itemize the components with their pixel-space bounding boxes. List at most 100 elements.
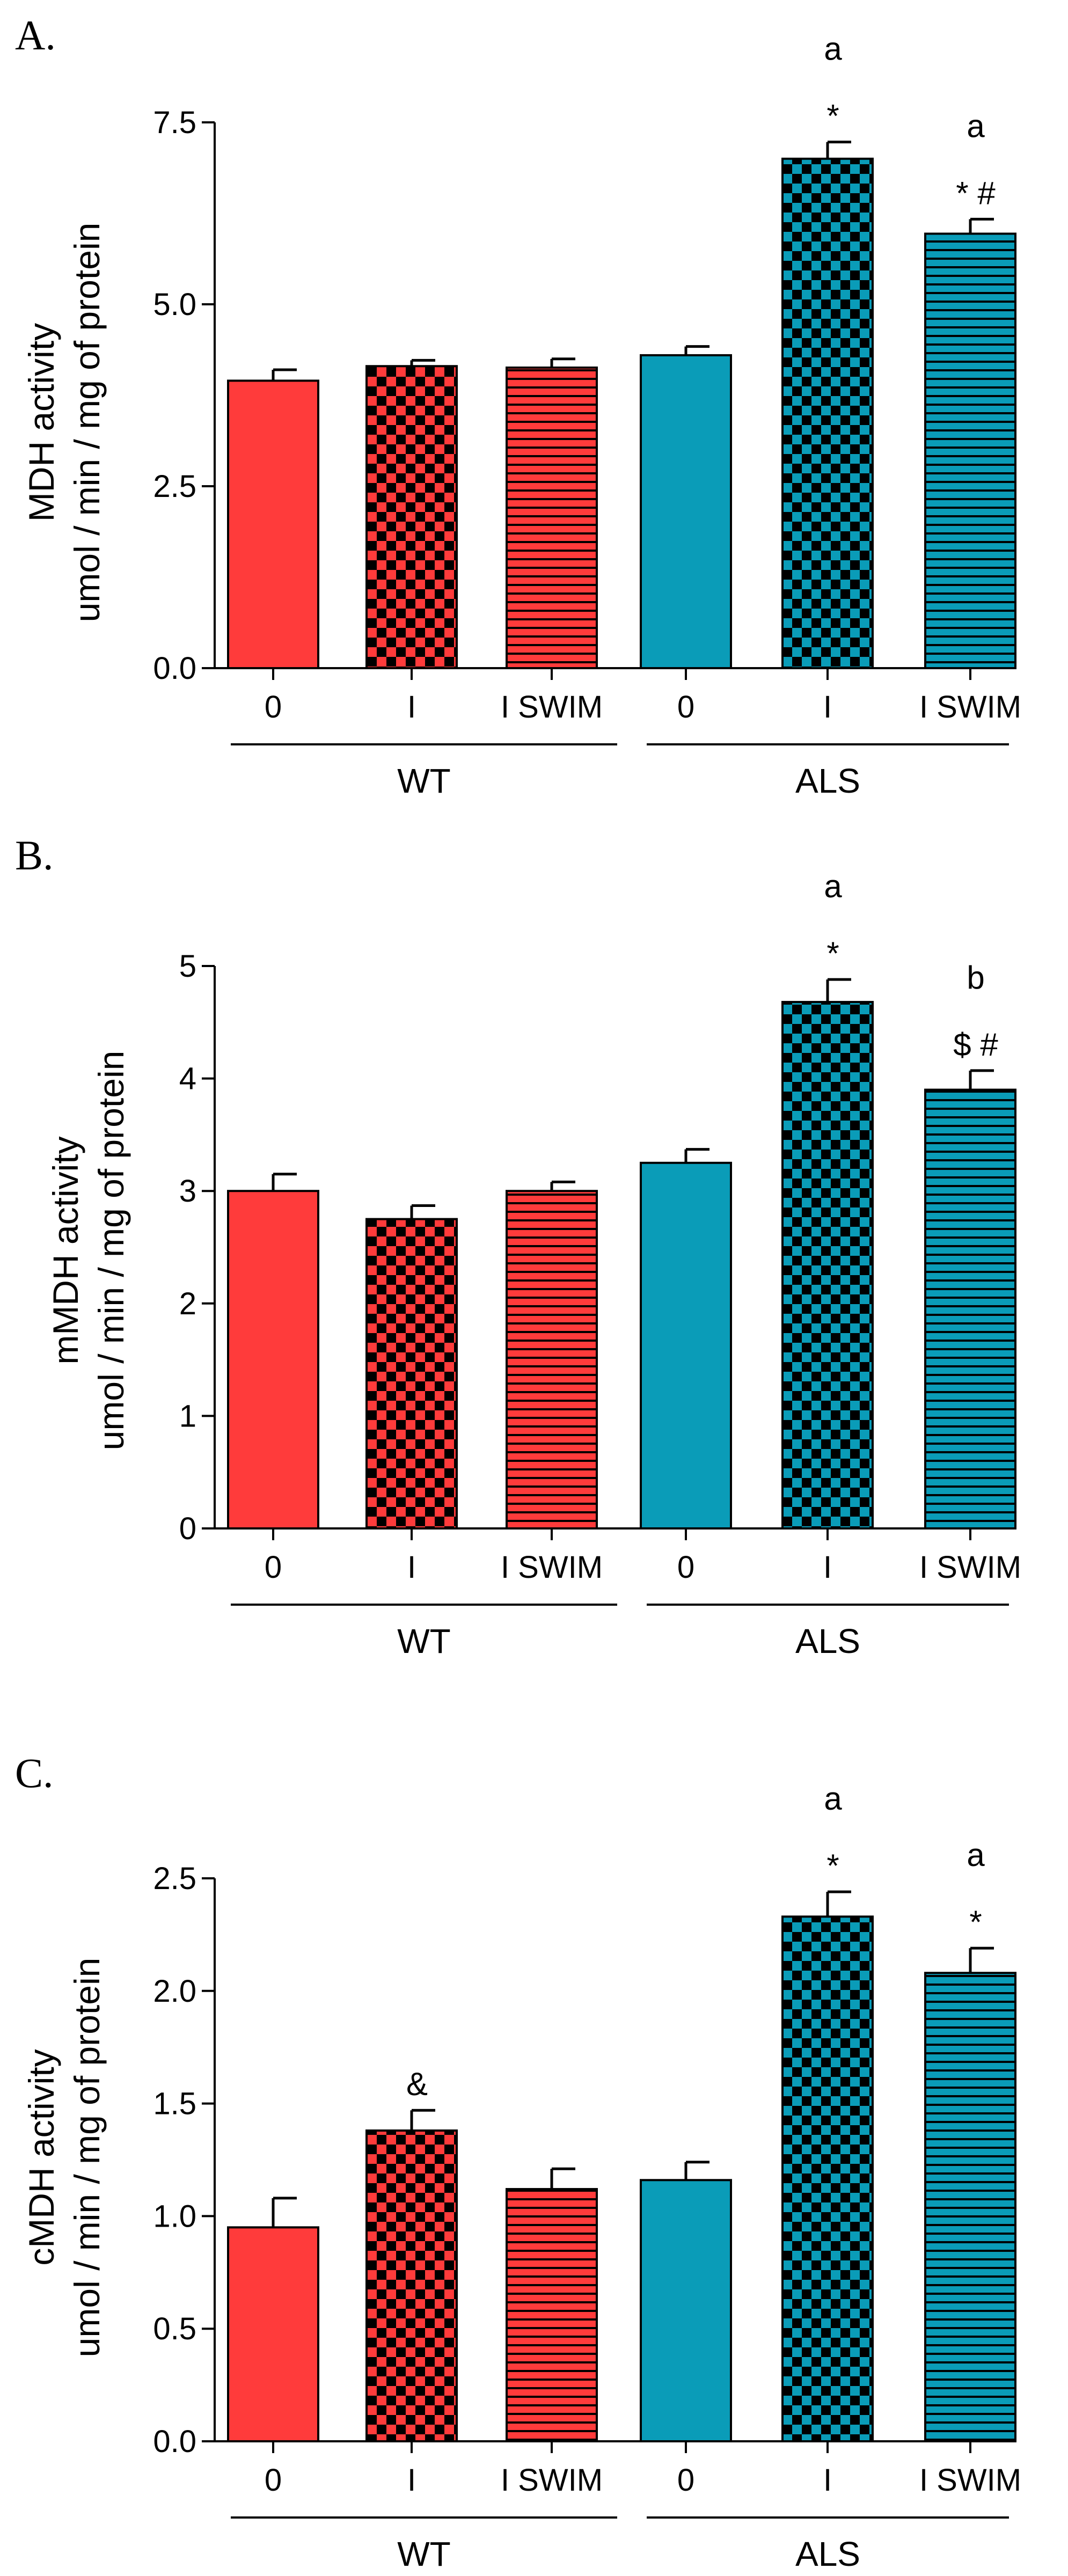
- error-bar: [684, 2161, 709, 2180]
- x-tick-label: I: [407, 2463, 416, 2498]
- significance-label: *: [826, 935, 839, 971]
- bar: [640, 2179, 732, 2442]
- significance-label: *: [826, 98, 839, 134]
- x-tick-label: I SWIM: [501, 690, 603, 724]
- y-tick-label: 1: [179, 1399, 196, 1433]
- bar: [924, 1088, 1016, 1530]
- error-bar: [550, 1180, 575, 1191]
- bar: [365, 365, 458, 669]
- x-tick-label: 0: [677, 2463, 694, 2498]
- y-axis-label-units: umol / min / mg of protein: [67, 223, 107, 623]
- significance-label: b: [967, 960, 984, 996]
- group-label: WT: [397, 762, 451, 800]
- chart-panel-b: B. mMDH activity umol / min / mg of protei…: [15, 832, 1021, 1660]
- x-tick-label: 0: [677, 1550, 694, 1585]
- group-label: ALS: [795, 762, 860, 800]
- error-bar: [826, 978, 851, 1002]
- error-bar: [410, 1204, 435, 1219]
- error-bar: [969, 217, 994, 234]
- bar: [640, 1161, 732, 1530]
- y-tick-label: 0.0: [153, 2424, 196, 2459]
- y-tick-label: 0.5: [153, 2311, 196, 2346]
- error-bar: [826, 141, 851, 159]
- bar: [506, 1190, 598, 1529]
- significance-label: a: [967, 1837, 985, 1873]
- x-tick-label: 0: [265, 690, 282, 724]
- x-tick-label: I SWIM: [501, 2463, 603, 2498]
- significance-label: a: [824, 31, 842, 67]
- y-tick-label: 0.0: [153, 651, 196, 686]
- error-bar: [410, 2109, 435, 2131]
- error-bar: [826, 1890, 851, 1917]
- panel-label: B.: [15, 832, 54, 879]
- significance-label: * #: [956, 175, 996, 211]
- y-axis-label: MDH activity: [21, 323, 61, 522]
- bar: [227, 2226, 319, 2442]
- y-tick-label: 1.0: [153, 2199, 196, 2234]
- chart-panel-a: A. MDH activity umol / min / mg of protein…: [15, 12, 1021, 800]
- error-bar: [272, 2197, 297, 2228]
- error-bar: [969, 1946, 994, 1973]
- error-bar: [410, 358, 435, 367]
- bar: [781, 1001, 874, 1529]
- bar: [781, 1915, 874, 2443]
- x-tick-label: I: [407, 1550, 416, 1585]
- significance-label: $ #: [953, 1027, 998, 1063]
- y-tick-label: 2.0: [153, 1974, 196, 2009]
- y-axis-label-units: umol / min / mg of protein: [91, 1051, 131, 1451]
- y-tick-label: 3: [179, 1174, 196, 1209]
- group-label: ALS: [795, 1622, 860, 1660]
- error-bar: [272, 1173, 297, 1191]
- group-label: WT: [397, 1622, 451, 1660]
- y-axis-label-units: umol / min / mg of protein: [67, 1958, 107, 2358]
- panel-label: C.: [15, 1750, 54, 1796]
- x-tick-label: I: [823, 690, 832, 724]
- bar: [365, 2129, 458, 2442]
- error-bar: [684, 345, 709, 355]
- y-tick-label: 2.5: [153, 1861, 196, 1896]
- panel-label: A.: [15, 12, 56, 58]
- bar: [506, 366, 598, 669]
- y-tick-label: 5.0: [153, 287, 196, 322]
- bar: [227, 379, 319, 669]
- error-bar: [969, 1069, 994, 1090]
- y-tick-label: 2: [179, 1286, 196, 1321]
- error-bar: [684, 1148, 709, 1163]
- y-tick-label: 1.5: [153, 2087, 196, 2121]
- bar: [506, 2188, 598, 2443]
- bar: [227, 1190, 319, 1529]
- significance-label: &: [406, 2066, 428, 2102]
- error-bar: [272, 368, 297, 381]
- chart-panel-c: C. cMDH activity umol / min / mg of protei…: [15, 1750, 1021, 2573]
- group-label: ALS: [795, 2535, 860, 2573]
- x-tick-label: I: [823, 2463, 832, 2498]
- group-label: WT: [397, 2535, 451, 2573]
- y-tick-label: 0: [179, 1511, 196, 1546]
- x-tick-label: I SWIM: [919, 690, 1021, 724]
- significance-label: a: [824, 868, 842, 904]
- bar: [365, 1218, 458, 1530]
- x-tick-label: 0: [265, 2463, 282, 2498]
- x-tick-label: I: [407, 690, 416, 724]
- x-tick-label: I: [823, 1550, 832, 1585]
- bar: [640, 354, 732, 669]
- error-bar: [550, 2167, 575, 2190]
- error-bar: [550, 357, 575, 368]
- y-tick-label: 2.5: [153, 469, 196, 504]
- significance-label: a: [967, 108, 985, 144]
- significance-label: a: [824, 1781, 842, 1817]
- x-tick-label: 0: [677, 690, 694, 724]
- x-tick-label: I SWIM: [919, 1550, 1021, 1585]
- y-axis-label: mMDH activity: [46, 1136, 85, 1364]
- y-tick-label: 5: [179, 949, 196, 984]
- bar: [924, 1972, 1016, 2442]
- bar: [781, 157, 874, 669]
- significance-label: *: [969, 1904, 982, 1940]
- x-tick-label: 0: [265, 1550, 282, 1585]
- y-tick-label: 7.5: [153, 105, 196, 140]
- y-tick-label: 4: [179, 1062, 196, 1096]
- significance-label: *: [826, 1848, 839, 1884]
- x-tick-label: I SWIM: [501, 1550, 603, 1585]
- x-tick-label: I SWIM: [919, 2463, 1021, 2498]
